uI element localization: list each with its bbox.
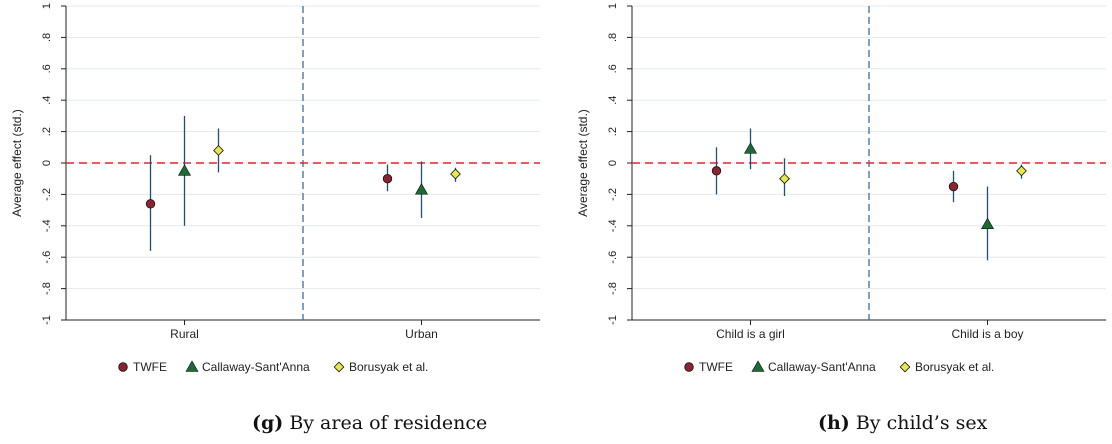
y-tick-label: 0 bbox=[41, 160, 53, 166]
y-tick-label: .8 bbox=[607, 33, 619, 42]
point-estimate bbox=[177, 164, 192, 176]
y-tick-label: .2 bbox=[607, 127, 619, 136]
caption-right: (h) By child’s sex bbox=[818, 412, 987, 434]
legend-marker bbox=[899, 361, 911, 373]
y-tick-label: -.2 bbox=[41, 188, 53, 201]
y-tick-label: .4 bbox=[41, 96, 53, 105]
y-tick-label: -.4 bbox=[41, 219, 53, 232]
y-tick-label: .6 bbox=[41, 64, 53, 73]
legend-label: TWFE bbox=[699, 360, 733, 374]
y-tick-label: .6 bbox=[607, 64, 619, 73]
y-tick-label: .2 bbox=[41, 127, 53, 136]
y-tick-label: -.2 bbox=[607, 188, 619, 201]
point-estimate bbox=[382, 173, 393, 184]
y-tick-label: -.6 bbox=[41, 251, 53, 264]
point-estimate bbox=[948, 181, 959, 192]
y-axis-label: Average effect (std.) bbox=[10, 109, 24, 217]
legend-marker bbox=[118, 362, 128, 372]
y-tick-label: -.6 bbox=[607, 251, 619, 264]
caption-left: (g) By area of residence bbox=[252, 412, 487, 434]
caption-left-text: By area of residence bbox=[289, 412, 488, 434]
point-estimate bbox=[414, 183, 429, 195]
y-axis-label: Average effect (std.) bbox=[576, 109, 590, 217]
point-estimate bbox=[980, 217, 995, 230]
point-estimate bbox=[779, 173, 790, 185]
x-tick-label: Rural bbox=[170, 327, 199, 341]
point-estimate bbox=[145, 199, 156, 209]
y-tick-label: 1 bbox=[41, 3, 53, 9]
legend-label: Callaway-Sant'Anna bbox=[768, 360, 876, 374]
point-estimate bbox=[743, 142, 758, 154]
legend-marker bbox=[333, 361, 345, 373]
y-tick-label: 0 bbox=[607, 160, 619, 166]
chart-panel-area-of-residence: -1 -.8 -.6 -.4 -.2 0 .2 .4 .6 .8 1 Average effect (… bbox=[10, 3, 540, 374]
legend-label: Callaway-Sant'Anna bbox=[202, 360, 310, 374]
y-tick-label: -1 bbox=[41, 315, 53, 325]
point-estimate bbox=[450, 168, 461, 180]
chart-panel-child-sex: -1 -.8 -.6 -.4 -.2 0 .2 .4 .6 .8 1 Average effect (… bbox=[576, 3, 1106, 374]
legend-marker bbox=[684, 362, 694, 372]
point-estimate bbox=[213, 145, 224, 156]
point-estimate bbox=[711, 166, 722, 176]
point-estimate bbox=[1016, 165, 1027, 177]
legend-marker bbox=[185, 360, 199, 372]
legend-label: Borusyak et al. bbox=[915, 360, 994, 374]
x-tick-label: Child is a boy bbox=[951, 327, 1023, 341]
caption-left-letter: (g) bbox=[252, 412, 284, 434]
caption-right-letter: (h) bbox=[818, 412, 850, 434]
y-tick-label: .4 bbox=[607, 96, 619, 105]
y-tick-label: -.4 bbox=[607, 219, 619, 232]
legend-label: Borusyak et al. bbox=[349, 360, 428, 374]
legend-marker bbox=[751, 360, 765, 372]
caption-right-text: By child’s sex bbox=[855, 412, 988, 434]
legend-label: TWFE bbox=[133, 360, 167, 374]
y-tick-label: -1 bbox=[607, 315, 619, 325]
x-tick-label: Urban bbox=[405, 327, 438, 341]
x-tick-label: Child is a girl bbox=[716, 327, 785, 341]
y-tick-label: 1 bbox=[607, 3, 619, 9]
y-tick-label: -.8 bbox=[41, 282, 53, 295]
y-tick-label: .8 bbox=[41, 33, 53, 42]
y-tick-label: -.8 bbox=[607, 282, 619, 295]
